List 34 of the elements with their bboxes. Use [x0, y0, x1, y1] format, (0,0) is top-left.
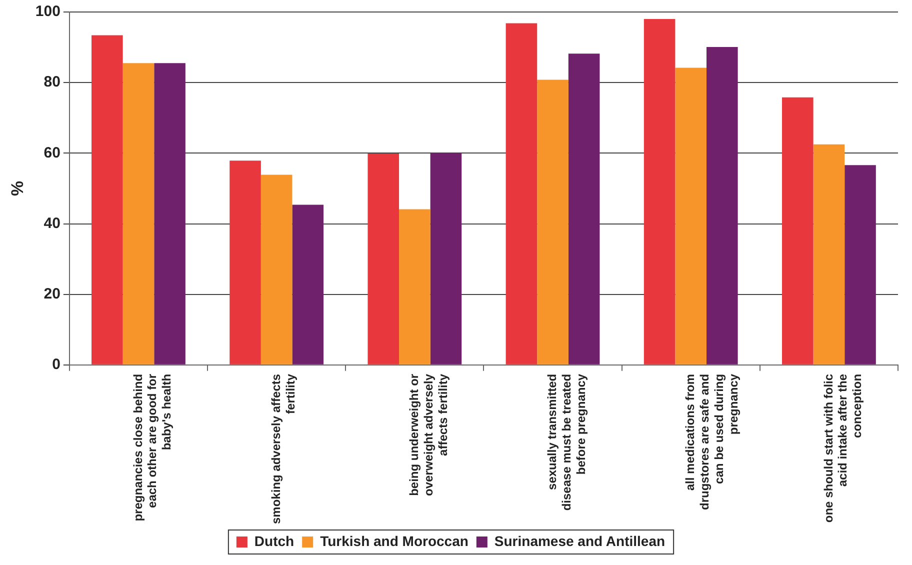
bar — [568, 54, 600, 364]
bar — [844, 165, 876, 364]
bar — [368, 154, 400, 364]
bar — [122, 63, 154, 364]
bar — [706, 46, 738, 364]
y-tick-label: 80 — [44, 74, 60, 91]
x-tick-label: one should start with folic acid intake after the conception — [821, 374, 864, 523]
bar — [292, 204, 324, 364]
bar — [399, 209, 430, 364]
x-tick-label: all medications from drugstores are safe and can be used during pregnancy — [683, 374, 740, 510]
bar — [260, 174, 292, 364]
bar — [644, 19, 676, 364]
bar — [230, 160, 261, 364]
bar — [675, 68, 707, 364]
bar — [154, 63, 186, 364]
legend-label: Dutch — [254, 532, 294, 549]
legend-label: Surinamese and Antillean — [494, 532, 666, 549]
x-tick-label: smoking adversely affects fertility — [268, 374, 298, 524]
bar — [506, 23, 538, 364]
bar — [782, 97, 814, 364]
x-tick-label: being underweight or overweight adversely affects fertility — [406, 374, 450, 496]
y-tick-label: 60 — [44, 144, 60, 162]
legend-label: Turkish and Moroccan — [320, 532, 468, 549]
bar — [430, 153, 462, 364]
x-tick-label: sexually transmitted disease must be treated before pregnancy — [545, 374, 588, 511]
y-tick-label: 0 — [52, 356, 60, 374]
bar — [92, 35, 123, 364]
bar — [813, 144, 845, 364]
y-tick-label: 20 — [44, 285, 60, 302]
y-tick-label: 40 — [44, 214, 60, 232]
y-tick-label: 100 — [35, 3, 60, 20]
x-tick-label: pregnancies close behind each other are good for baby's health — [130, 374, 174, 522]
bar — [537, 80, 568, 364]
y-axis-title: % — [8, 180, 27, 196]
